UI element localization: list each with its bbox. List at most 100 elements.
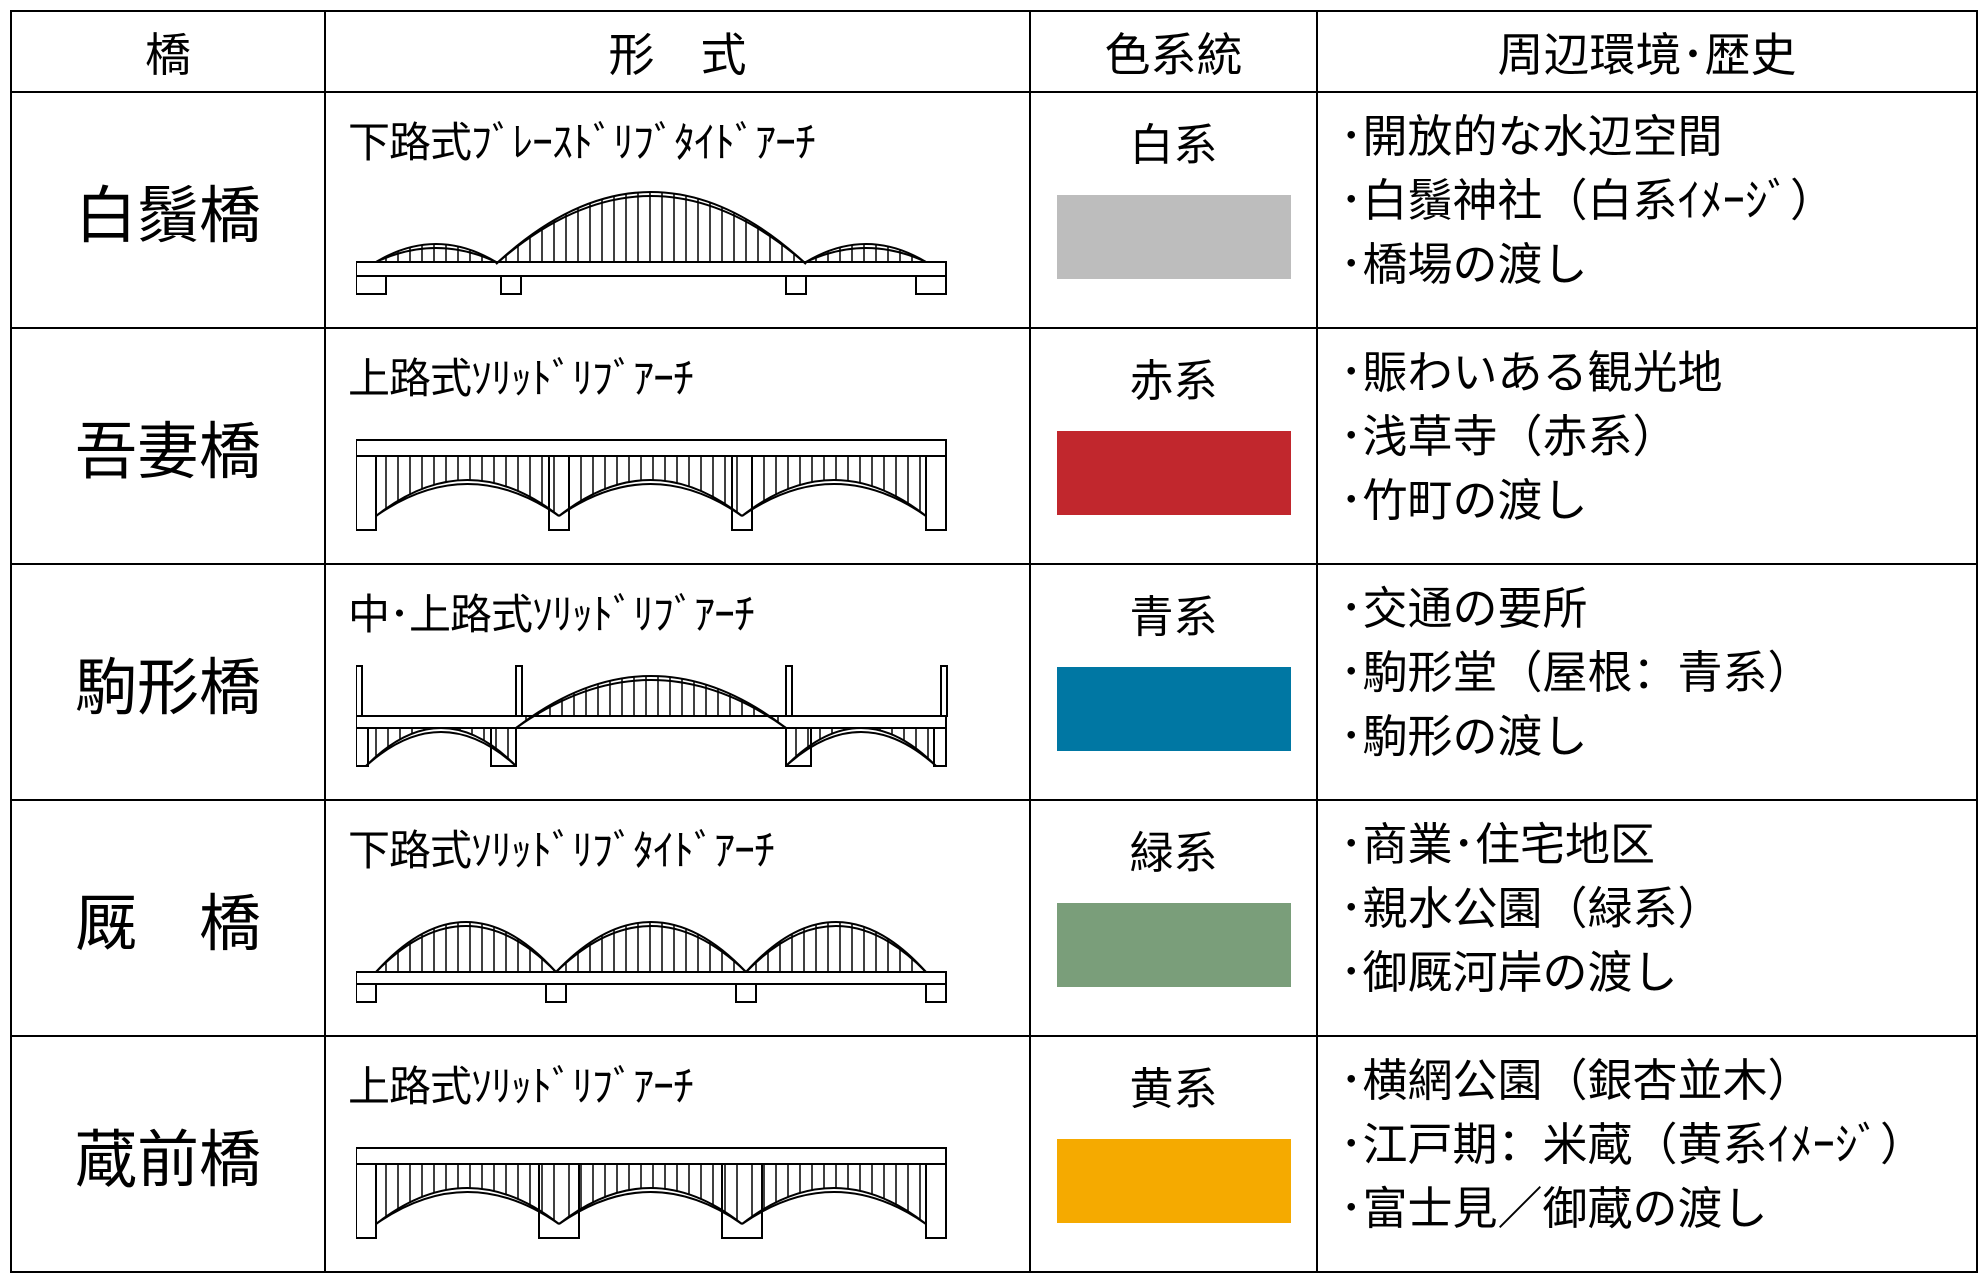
- bridge-line: [555, 925, 747, 973]
- bridge-line: [356, 715, 947, 729]
- note: ･駒形堂（屋根：青系）: [1340, 646, 1813, 699]
- color-name: 白系: [1129, 120, 1218, 171]
- bridge-line: [375, 921, 557, 973]
- bridge-line: [356, 665, 363, 717]
- bridge-line: [805, 243, 927, 263]
- bridge-line: [925, 1163, 947, 1239]
- bridge-line: [940, 665, 948, 717]
- bridge-line: [741, 1187, 927, 1225]
- bridge-line: [495, 191, 807, 265]
- notes-cell: ･交通の要所 ･駒形堂（屋根：青系） ･駒形の渡し: [1316, 563, 1978, 801]
- bridge-line: [495, 195, 807, 265]
- bridge-line: [356, 1147, 947, 1165]
- form-text: 上路式ｿﾘｯﾄﾞﾘﾌﾞｱｰﾁ: [348, 1062, 694, 1111]
- bridge-line: [745, 925, 927, 973]
- color-cell: 青系: [1029, 563, 1318, 801]
- bridge-line: [558, 483, 743, 517]
- color-name: 黄系: [1129, 1064, 1218, 1115]
- header-cell: 形 式: [324, 10, 1031, 93]
- color-swatch: [1056, 431, 1291, 515]
- bridge-line: [356, 1163, 377, 1239]
- bridge-line: [365, 727, 517, 767]
- color-cell: 赤系: [1029, 327, 1318, 565]
- bridge-line: [365, 731, 517, 767]
- bridge-line: [745, 921, 927, 973]
- bridge-line: [490, 727, 517, 767]
- note: ･江戸期：米蔵（黄系ｲﾒｰｼﾞ）: [1340, 1118, 1926, 1171]
- bridge-drawing: [356, 665, 948, 767]
- form-cell: 下路式ｿﾘｯﾄﾞﾘﾌﾞﾀｲﾄﾞｱｰﾁ: [324, 799, 1031, 1037]
- bridge-line: [515, 675, 787, 729]
- bridge-name: 白鬚橋: [10, 91, 326, 329]
- note: ･御厩河岸の渡し: [1340, 946, 1678, 999]
- bridge-drawing: [356, 191, 947, 295]
- note: ･富士見／御蔵の渡し: [1340, 1182, 1768, 1235]
- bridge-line: [785, 727, 937, 767]
- note: ･駒形の渡し: [1340, 710, 1588, 763]
- color-name: 緑系: [1129, 828, 1218, 879]
- page: 橋形 式色系統 周辺環境･歴史 白鬚橋 下路式ﾌﾞﾚｰｽﾄﾞﾘﾌﾞﾀｲﾄﾞｱｰﾁ 白系…: [10, 10, 1978, 1273]
- bridge-line: [785, 727, 812, 767]
- bridge-row: 蔵前橋 上路式ｿﾘｯﾄﾞﾘﾌﾞｱｰﾁ 黄系 ･横網公園（銀杏並木） ･江戸期：米蔵（黄系…: [10, 1035, 1978, 1273]
- bridge-line: [721, 1163, 763, 1239]
- color-swatch: [1056, 1139, 1291, 1223]
- bridge-line: [375, 1191, 560, 1225]
- bridge-drawing: [356, 1147, 947, 1239]
- bridge-line: [735, 983, 757, 1003]
- note: ･交通の要所: [1340, 582, 1588, 635]
- bridge-name: 厩 橋: [10, 799, 326, 1037]
- note: ･橋場の渡し: [1340, 238, 1588, 291]
- table-body: 白鬚橋 下路式ﾌﾞﾚｰｽﾄﾞﾘﾌﾞﾀｲﾄﾞｱｰﾁ 白系 ･開放的な水辺空間 ･白鬚神社（…: [10, 91, 1978, 1273]
- bridge-line: [356, 261, 947, 277]
- bridge-name: 蔵前橋: [10, 1035, 326, 1273]
- bridge-line: [933, 727, 947, 767]
- bridge-row: 吾妻橋 上路式ｿﾘｯﾄﾞﾘﾌﾞｱｰﾁ 赤系 ･賑わいある観光地 ･浅草寺（赤系） ･竹町の…: [10, 327, 1978, 565]
- bridge-line: [515, 679, 787, 729]
- bridge-line: [915, 275, 947, 295]
- form-cell: 下路式ﾌﾞﾚｰｽﾄﾞﾘﾌﾞﾀｲﾄﾞｱｰﾁ: [324, 91, 1031, 329]
- form-cell: 上路式ｿﾘｯﾄﾞﾘﾌﾞｱｰﾁ: [324, 327, 1031, 565]
- header-cell: 橋: [10, 10, 326, 93]
- form-cell: 上路式ｿﾘｯﾄﾞﾘﾌﾞｱｰﾁ: [324, 1035, 1031, 1273]
- bridge-drawing: [356, 439, 947, 531]
- bridge-line: [375, 247, 497, 263]
- bridge-line: [558, 1191, 743, 1225]
- bridge-name: 駒形橋: [10, 563, 326, 801]
- bridge-line: [731, 455, 753, 531]
- note: ･開放的な水辺空間: [1340, 110, 1723, 163]
- color-cell: 緑系: [1029, 799, 1318, 1037]
- notes-cell: ･商業･住宅地区 ･親水公園（緑系） ･御厩河岸の渡し: [1316, 799, 1978, 1037]
- bridge-line: [375, 925, 557, 973]
- bridge-name: 吾妻橋: [10, 327, 326, 565]
- note: ･商業･住宅地区: [1340, 818, 1656, 871]
- color-swatch: [1056, 195, 1291, 279]
- note: ･竹町の渡し: [1340, 474, 1588, 527]
- bridge-row: 白鬚橋 下路式ﾌﾞﾚｰｽﾄﾞﾘﾌﾞﾀｲﾄﾞｱｰﾁ 白系 ･開放的な水辺空間 ･白鬚神社（…: [10, 91, 1978, 329]
- bridge-line: [741, 1191, 927, 1225]
- bridge-line: [375, 243, 497, 263]
- bridge-row: 駒形橋 中･上路式ｿﾘｯﾄﾞﾘﾌﾞｱｰﾁ 青系 ･交通の要所 ･駒形堂（屋根：青系） ･駒…: [10, 563, 1978, 801]
- header-cell: 周辺環境･歴史: [1316, 10, 1978, 93]
- bridge-line: [356, 275, 387, 295]
- note: ･横網公園（銀杏並木）: [1340, 1054, 1813, 1107]
- bridge-table: 橋形 式色系統 周辺環境･歴史 白鬚橋 下路式ﾌﾞﾚｰｽﾄﾞﾘﾌﾞﾀｲﾄﾞｱｰﾁ 白系…: [10, 10, 1978, 1273]
- form-cell: 中･上路式ｿﾘｯﾄﾞﾘﾌﾞｱｰﾁ: [324, 563, 1031, 801]
- color-name: 赤系: [1129, 356, 1218, 407]
- bridge-line: [805, 247, 927, 263]
- note: ･白鬚神社（白系ｲﾒｰｼﾞ）: [1340, 174, 1836, 227]
- bridge-line: [356, 983, 377, 1003]
- bridge-line: [785, 275, 807, 295]
- bridge-line: [925, 983, 947, 1003]
- bridge-line: [741, 479, 927, 517]
- bridge-line: [375, 1187, 560, 1225]
- bridge-drawing: [356, 921, 947, 1003]
- color-swatch: [1056, 903, 1291, 987]
- bridge-line: [545, 983, 567, 1003]
- notes-cell: ･横網公園（銀杏並木） ･江戸期：米蔵（黄系ｲﾒｰｼﾞ） ･富士見／御蔵の渡し: [1316, 1035, 1978, 1273]
- bridge-line: [558, 479, 743, 517]
- bridge-line: [515, 665, 523, 717]
- bridge-line: [785, 731, 937, 767]
- bridge-line: [741, 483, 927, 517]
- form-text: 中･上路式ｿﾘｯﾄﾞﾘﾌﾞｱｰﾁ: [348, 590, 755, 639]
- note: ･親水公園（緑系）: [1340, 882, 1723, 935]
